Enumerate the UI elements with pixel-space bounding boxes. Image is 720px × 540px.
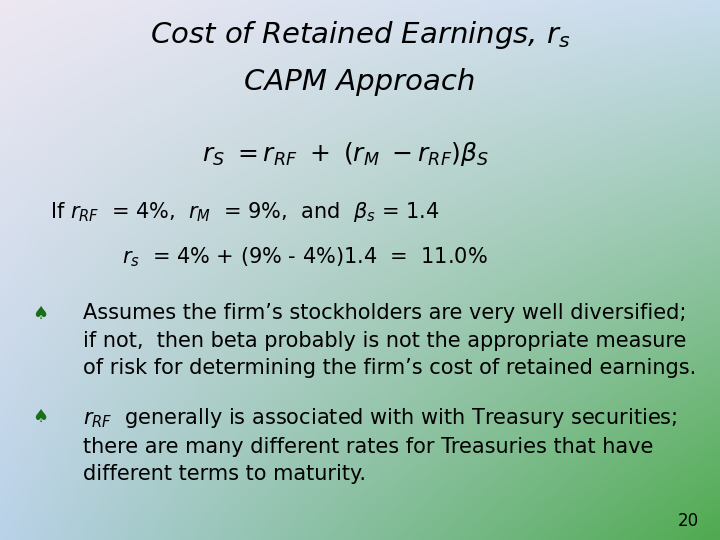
Text: $r_S\ =r_{RF}\ +\ (r_M\ -r_{RF})\beta_S$: $r_S\ =r_{RF}\ +\ (r_M\ -r_{RF})\beta_S$ [202,140,489,168]
Text: If $r_{RF}$  = 4%,  $r_M$  = 9%,  and  $\beta_s$ = 1.4: If $r_{RF}$ = 4%, $r_M$ = 9%, and $\beta… [50,200,440,224]
Text: Cost of Retained Earnings, $r_s$: Cost of Retained Earnings, $r_s$ [150,19,570,51]
Text: 20: 20 [678,512,698,530]
Text: ♠: ♠ [32,305,48,323]
Text: Assumes the firm’s stockholders are very well diversified;
if not,  then beta pr: Assumes the firm’s stockholders are very… [83,303,696,378]
Text: CAPM Approach: CAPM Approach [244,68,476,96]
Text: ♠: ♠ [32,408,48,426]
Text: $r_s$  = 4% + (9% - 4%)1.4  =  11.0%: $r_s$ = 4% + (9% - 4%)1.4 = 11.0% [122,246,488,269]
Text: $r_{RF}$  generally is associated with with Treasury securities;
there are many : $r_{RF}$ generally is associated with wi… [83,406,678,484]
